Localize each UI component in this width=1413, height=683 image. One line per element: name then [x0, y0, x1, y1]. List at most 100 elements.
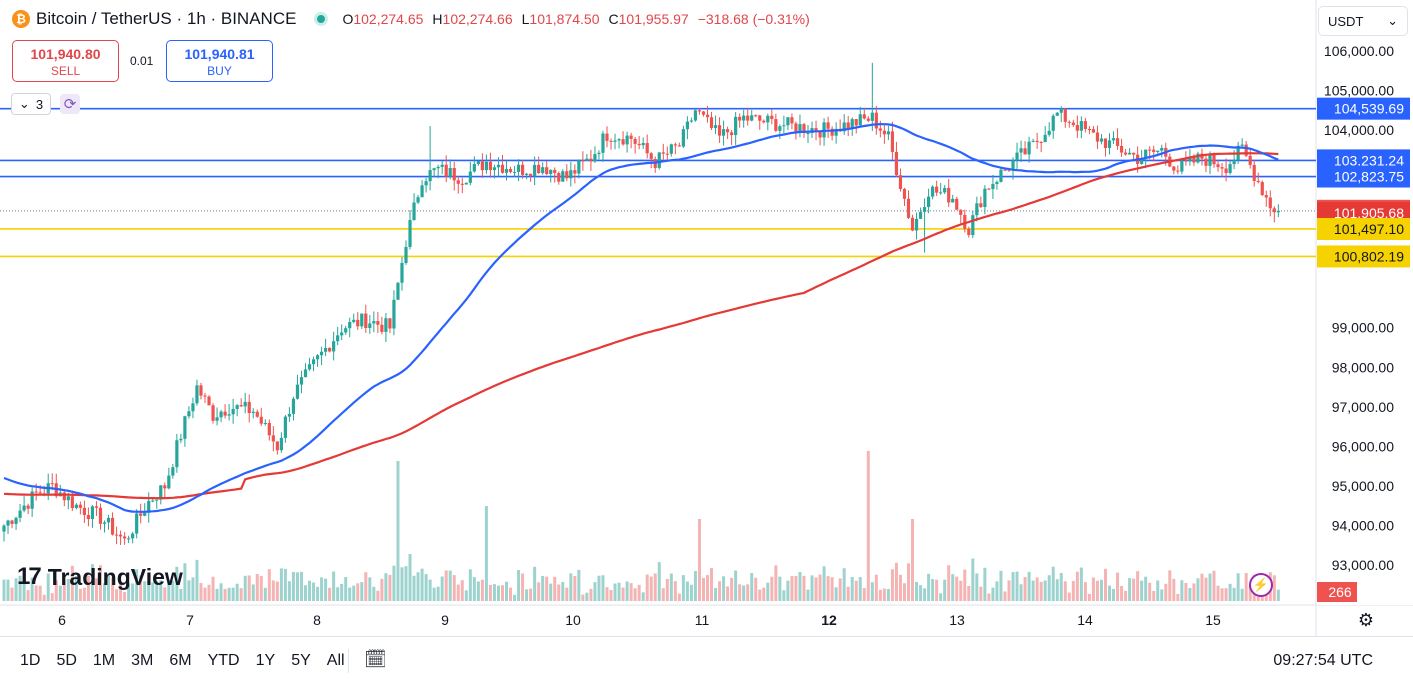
volume-bar	[82, 587, 86, 601]
tradingview-logo[interactable]: 17 TradingView	[17, 563, 183, 591]
range-ytd[interactable]: YTD	[207, 652, 240, 669]
volume-bar	[935, 579, 939, 601]
volume-bar	[472, 577, 476, 601]
level-label-102823: 102,823.75	[1334, 169, 1404, 185]
currency-select[interactable]: USDT ⌄	[1318, 6, 1408, 36]
candle-body	[1244, 144, 1248, 156]
range-3m[interactable]: 3M	[131, 652, 154, 669]
candle-body	[1176, 170, 1180, 172]
candle-body	[778, 126, 782, 131]
volume-bar	[488, 584, 492, 601]
candle-body	[143, 512, 147, 516]
volume-bar	[738, 584, 742, 601]
symbol-title[interactable]: Bitcoin / TetherUS · 1h · BINANCE	[36, 9, 297, 28]
volume-bar	[1156, 580, 1160, 601]
candle-body	[1027, 141, 1031, 155]
candle-body	[283, 416, 287, 438]
buy-price: 101,940.81	[184, 46, 255, 62]
volume-bar	[766, 582, 770, 601]
range-5y[interactable]: 5Y	[291, 652, 311, 669]
utc-clock[interactable]: 09:27:54 UTC	[1273, 652, 1373, 669]
volume-bar	[697, 519, 701, 601]
range-all[interactable]: All	[326, 652, 345, 669]
candle-body	[995, 181, 999, 184]
sell-button[interactable]: 101,940.80 SELL	[12, 40, 119, 82]
volume-bar	[58, 585, 62, 601]
candle-body	[223, 411, 227, 416]
volume-bar	[689, 584, 693, 601]
candle-body	[118, 534, 123, 537]
volume-bar	[1272, 575, 1276, 601]
candle-body	[786, 117, 790, 126]
calendar-icon[interactable]: 🗓	[364, 649, 387, 669]
candle-body	[826, 122, 830, 129]
candle-body	[480, 161, 484, 171]
candle-body	[408, 220, 412, 247]
candle-body	[1264, 195, 1268, 198]
volume-bar	[111, 577, 115, 601]
range-5d[interactable]: 5D	[56, 652, 77, 669]
volume-bar	[412, 575, 416, 601]
candle-body	[10, 520, 14, 524]
volume-bar	[452, 575, 456, 601]
volume-bar	[74, 575, 78, 601]
volume-bar	[50, 593, 54, 601]
level-label-104539: 104,539.69	[1334, 101, 1404, 117]
candle-body	[372, 321, 376, 324]
lightning-icon[interactable]: ⚡	[1249, 573, 1273, 597]
indicators-toggle[interactable]: ⌄ 3	[11, 93, 51, 115]
volume-bar	[886, 588, 890, 601]
volume-bar	[593, 582, 597, 601]
range-1m[interactable]: 1M	[92, 652, 116, 669]
candle-body	[106, 517, 111, 523]
candle-body	[307, 364, 312, 370]
candle-body	[705, 114, 710, 118]
refresh-icon[interactable]: ⟳	[60, 94, 80, 114]
candle-body	[818, 132, 822, 138]
candle-body	[1232, 160, 1236, 165]
volume-bar	[151, 582, 155, 601]
volume-bar	[247, 575, 251, 601]
candle-body	[914, 218, 919, 231]
candle-body	[902, 188, 907, 199]
candle-body	[1103, 138, 1108, 148]
close-label: C	[608, 11, 619, 27]
volume-bar	[806, 589, 810, 601]
candle-body	[1015, 152, 1019, 161]
candle-body	[324, 347, 328, 352]
volume-bar	[971, 558, 975, 601]
volume-bar	[826, 576, 830, 601]
price-chart[interactable]: 106,000.00 105,000.00 104,000.00 99,000.00 9…	[0, 0, 1413, 636]
volume-bar	[195, 559, 199, 601]
range-1y[interactable]: 1Y	[255, 652, 276, 669]
volume-bar	[1136, 571, 1140, 601]
volume-bar	[521, 573, 525, 601]
volume-bar	[135, 569, 139, 601]
buy-button[interactable]: 101,940.81 BUY	[166, 40, 273, 82]
range-1d[interactable]: 1D	[20, 652, 41, 669]
candle-body	[1091, 129, 1096, 133]
volume-bar	[846, 586, 850, 601]
volume-bar	[42, 594, 46, 601]
candle-body	[512, 171, 517, 173]
volume-bar	[814, 577, 818, 601]
gear-icon[interactable]: ⚙	[1357, 609, 1375, 630]
volume-bar	[500, 585, 504, 601]
candle-body	[484, 161, 488, 171]
volume-bar	[999, 570, 1003, 601]
range-6m[interactable]: 6M	[169, 652, 192, 669]
candle-body	[1019, 148, 1023, 153]
volume-bar	[665, 579, 669, 601]
candle-body	[291, 398, 296, 414]
volume-bar	[822, 566, 826, 601]
candle-body	[18, 510, 22, 518]
candle-body	[167, 475, 171, 489]
volume-bar	[444, 570, 448, 601]
volume-bar	[70, 565, 74, 601]
candle-body	[516, 164, 521, 172]
volume-bar	[1019, 584, 1023, 601]
candle-body	[746, 115, 750, 121]
candle-body	[533, 164, 537, 176]
y-tick-label: 94,000.00	[1332, 517, 1394, 533]
volume-bar	[746, 584, 750, 601]
